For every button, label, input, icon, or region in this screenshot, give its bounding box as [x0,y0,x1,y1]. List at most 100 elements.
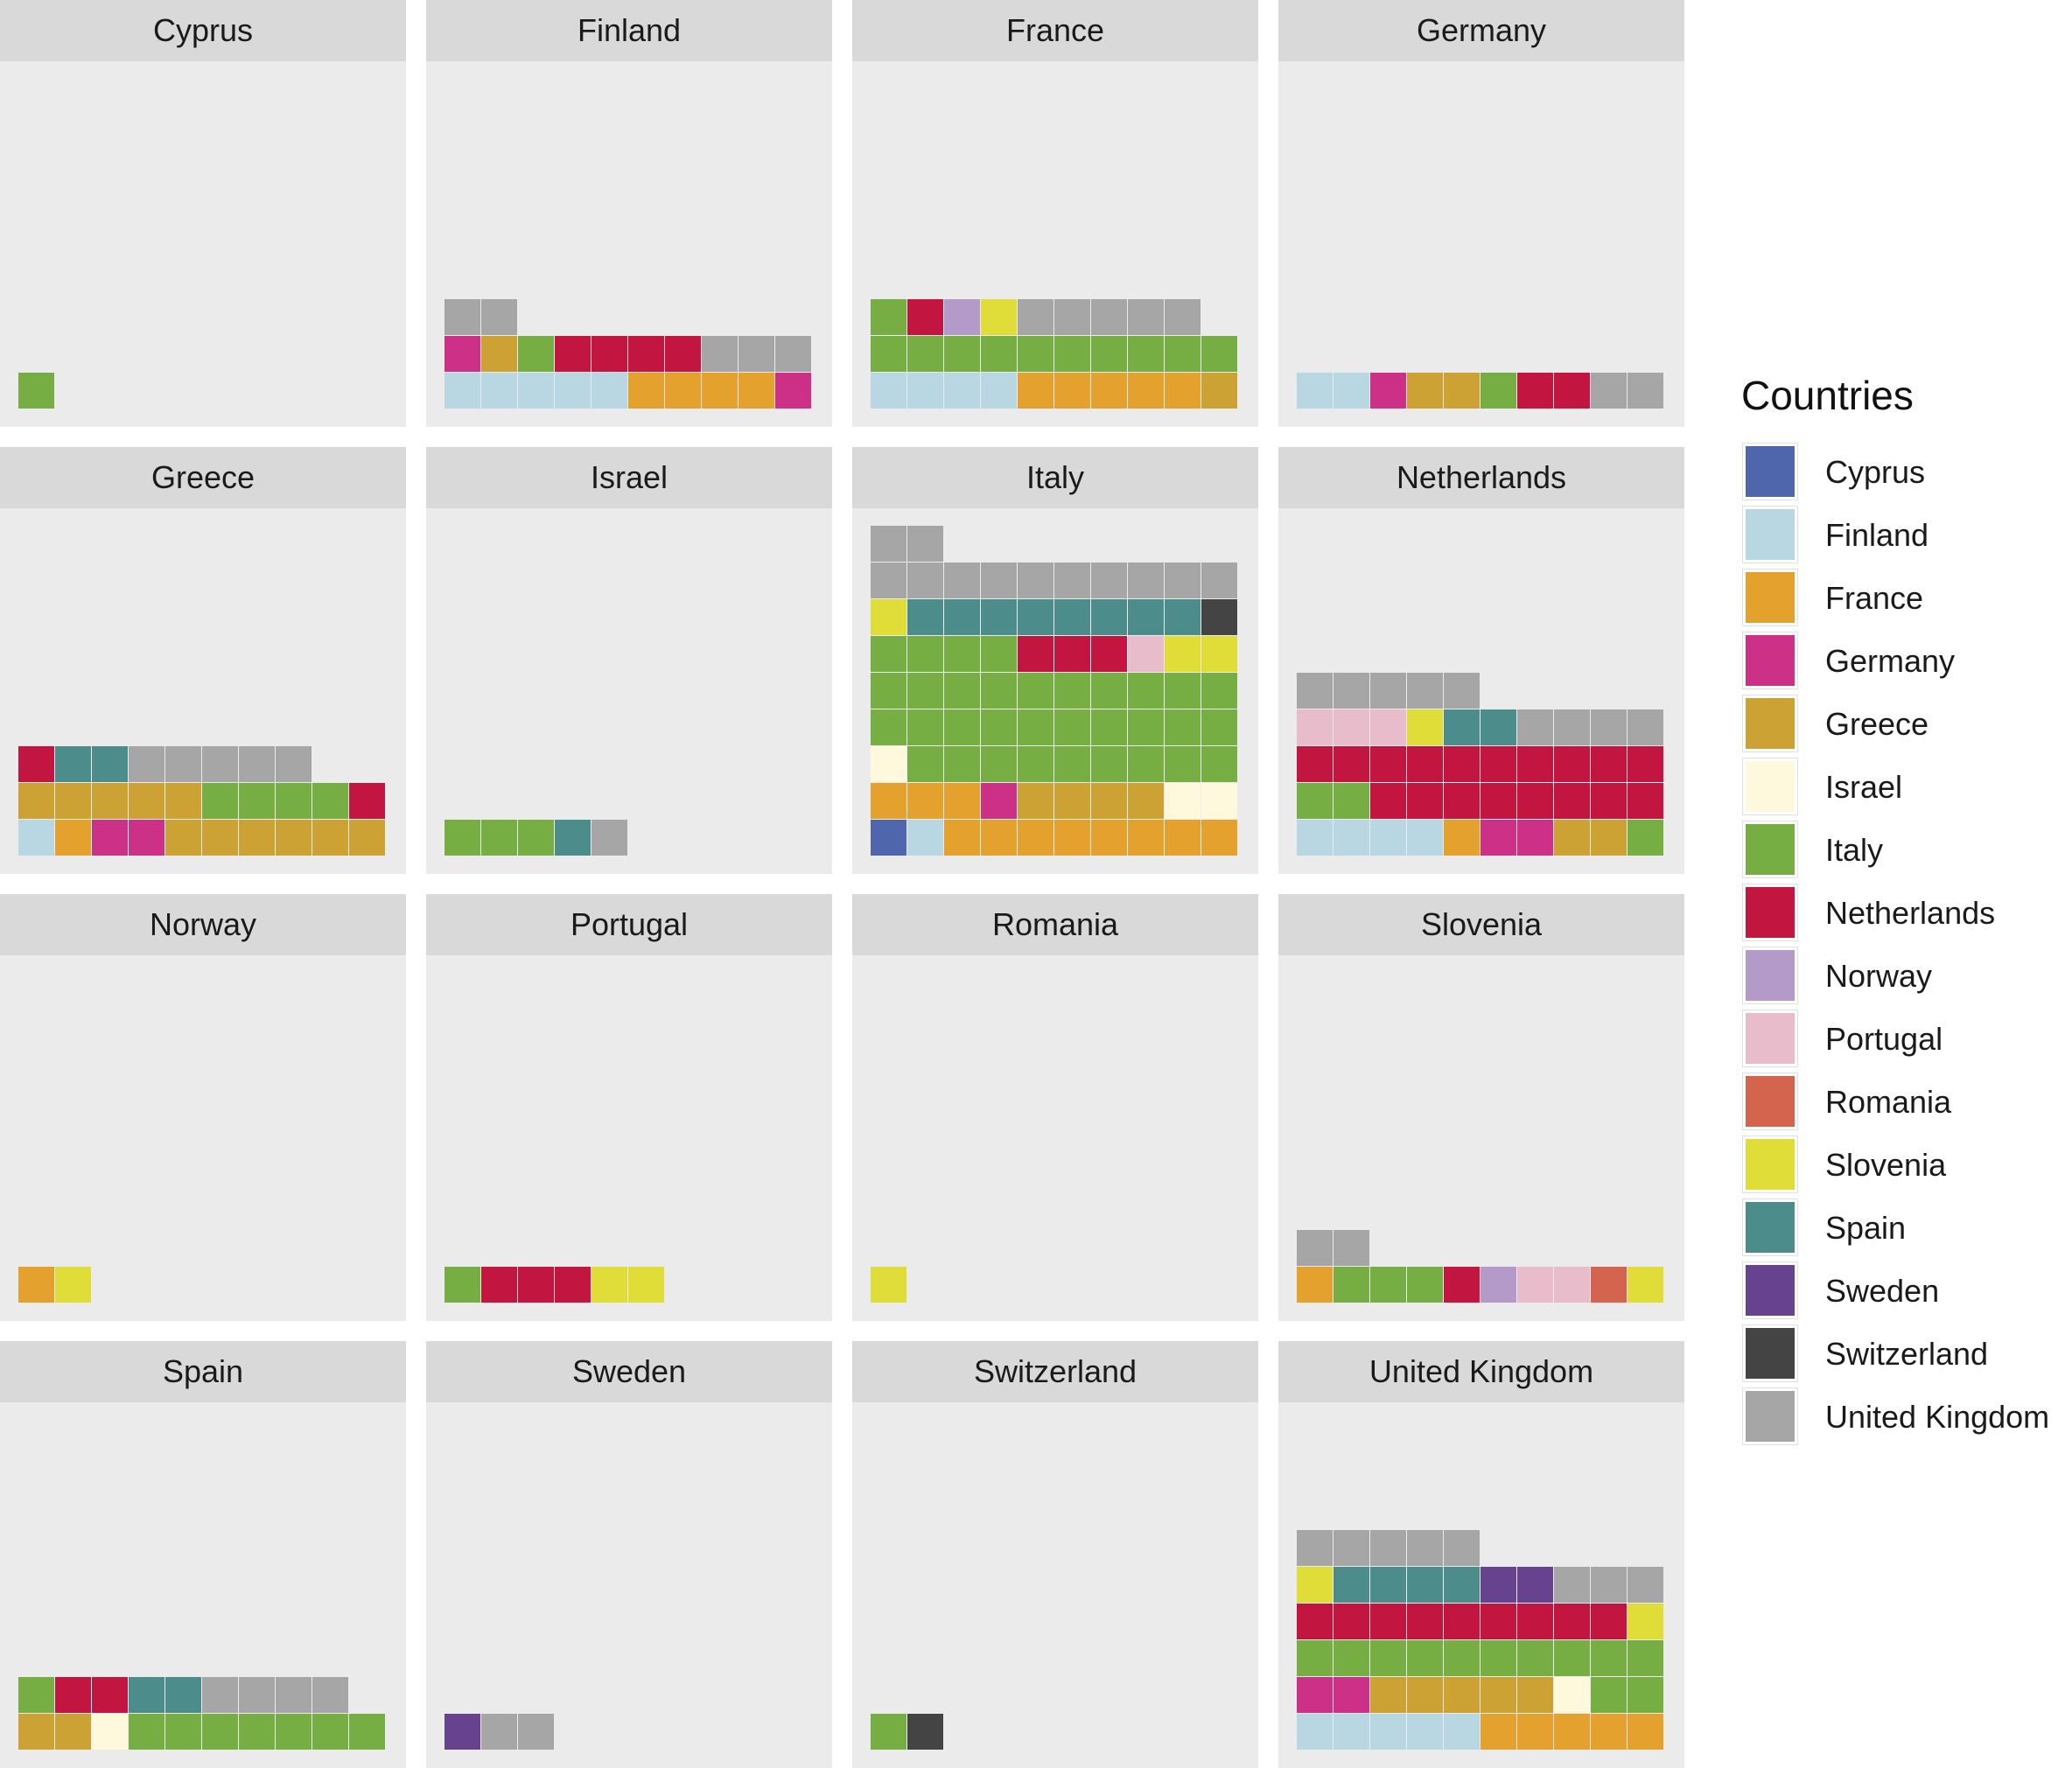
legend-label: Israel [1825,769,1903,805]
waffle-tile-italy [312,783,348,819]
waffle-tile-netherlands [628,336,664,372]
facet-strip-label: Portugal [426,894,832,955]
waffle-tile-italy [981,746,1017,782]
waffle-tile-italy [1334,783,1369,819]
waffle-tile-israel [1554,1677,1590,1713]
legend-item-cyprus: Cyprus [1741,442,2072,505]
waffle-tile-finland [907,373,943,409]
waffle-tile-spain [55,746,91,782]
waffle-tile-france [702,373,738,409]
legend-label: Slovenia [1825,1147,1947,1183]
waffle-tile-netherlands [1591,1604,1627,1639]
waffle-tile-italy [944,746,980,782]
waffle-tile-spain [1128,599,1164,635]
waffle-tile-italy [1201,336,1237,372]
facet-plot-area [1278,508,1684,874]
waffle-tile-united-kingdom [907,526,943,562]
waffle-tile-united-kingdom [518,1714,554,1750]
waffle-tile-spain [129,1677,164,1713]
waffle-tile-netherlands [1444,746,1480,782]
facet-panel-israel: Israel [426,447,832,874]
waffle-tile-france [1628,1714,1663,1750]
waffle-tile-finland [907,820,943,856]
waffle-tile-finland [592,373,627,409]
waffle-tile-netherlands [1591,783,1627,819]
facet-panel-greece: Greece [0,447,406,874]
legend-title: Countries [1741,373,1914,418]
waffle-tile-greece [18,783,54,819]
facet-plot-area [426,955,832,1321]
waffle-tile-netherlands [555,336,591,372]
waffle-tile-finland [1334,820,1369,856]
waffle-tile-italy [1334,1267,1369,1303]
waffle-tile-united-kingdom [239,1677,275,1713]
waffle-tile-united-kingdom [1370,1530,1406,1566]
facet-strip-label: Germany [1278,0,1684,61]
waffle-tile-netherlands [1018,636,1054,672]
legend-item-switzerland: Switzerland [1741,1324,2072,1387]
legend-label: Sweden [1825,1273,1940,1309]
waffle-tile-portugal [1370,709,1406,745]
waffle-tile-sweden [444,1714,480,1750]
waffle-tile-portugal [1517,1267,1553,1303]
facet-plot-area [0,508,406,874]
facet-strip-label: France [852,0,1258,61]
facet-plot-area [1278,955,1684,1321]
waffle-tile-italy [349,1714,385,1750]
waffle-tile-italy [907,336,943,372]
waffle-tile-greece [55,1714,91,1750]
waffle-tile-italy [981,636,1017,672]
waffle-tile-greece [1201,373,1237,409]
facet-plot-area [0,955,406,1321]
waffle-tile-united-kingdom [1517,709,1553,745]
waffle-tile-united-kingdom [1054,299,1090,335]
waffle-tile-spain [1370,1567,1406,1603]
waffle-tile-greece [1444,1677,1480,1713]
waffle-tile-france [1297,1267,1333,1303]
waffle-tile-united-kingdom [944,563,980,598]
legend-key-swatch [1742,1073,1798,1130]
waffle-tile-italy [276,783,312,819]
waffle-tile-netherlands [1297,746,1333,782]
facet-panel-germany: Germany [1278,0,1684,427]
waffle-tile-slovenia [592,1267,627,1303]
facet-panel-france: France [852,0,1258,427]
waffle-tile-netherlands [1480,746,1516,782]
waffle-tile-greece [55,783,91,819]
waffle-tile-united-kingdom [1554,709,1590,745]
waffle-tile-netherlands [1628,746,1663,782]
waffle-tile-switzerland [907,1714,943,1750]
waffle-tile-italy [239,1714,275,1750]
waffle-tile-spain [1444,1567,1480,1603]
waffle-tile-united-kingdom [1018,563,1054,598]
waffle-tile-netherlands [18,746,54,782]
waffle-tile-cyprus [871,820,906,856]
waffle-tile-france [907,783,943,819]
waffle-tile-italy [871,636,906,672]
legend-item-united-kingdom: United Kingdom [1741,1387,2072,1450]
legend-item-greece: Greece [1741,694,2072,757]
facet-strip-label: United Kingdom [1278,1341,1684,1402]
waffle-tile-italy [907,746,943,782]
waffle-tile-italy [1018,673,1054,709]
legend-label: Cyprus [1825,454,1926,490]
legend-label: Finland [1825,517,1929,553]
waffle-tile-france [1128,820,1164,856]
waffle-tile-united-kingdom [1165,299,1200,335]
legend-label: Spain [1825,1210,1907,1246]
waffle-tile-italy [239,783,275,819]
waffle-tile-italy [1165,673,1200,709]
waffle-tile-united-kingdom [1201,563,1237,598]
waffle-tile-netherlands [55,1677,91,1713]
facet-panel-slovenia: Slovenia [1278,894,1684,1321]
waffle-tile-united-kingdom [1018,299,1054,335]
waffle-tile-france [1201,820,1237,856]
waffle-tile-spain [165,1677,201,1713]
waffle-tile-united-kingdom [871,563,906,598]
facet-panel-portugal: Portugal [426,894,832,1321]
waffle-tile-italy [907,636,943,672]
waffle-tile-spain [1334,1567,1369,1603]
waffle-tile-france [1554,1714,1590,1750]
waffle-tile-slovenia [1407,709,1443,745]
